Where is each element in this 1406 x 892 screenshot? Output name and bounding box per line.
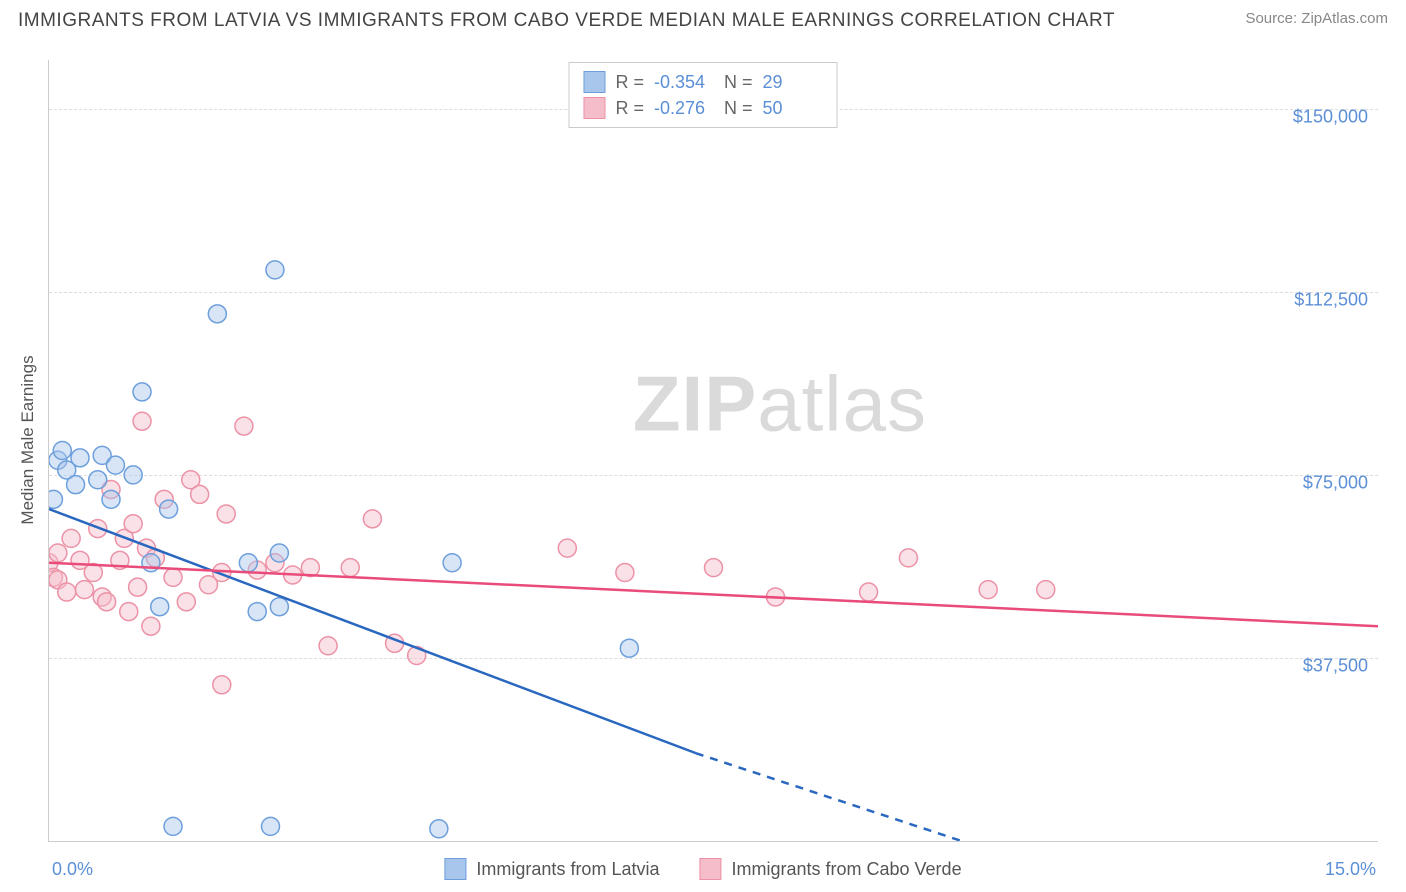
legend-label-cabo: Immigrants from Cabo Verde <box>731 859 961 880</box>
source-text: Source: ZipAtlas.com <box>1245 10 1388 27</box>
scatter-svg <box>49 60 1378 841</box>
legend-item-cabo: Immigrants from Cabo Verde <box>699 858 961 880</box>
chart-title: IMMIGRANTS FROM LATVIA VS IMMIGRANTS FRO… <box>18 10 1115 32</box>
stats-row-latvia: R = -0.354 N = 29 <box>583 69 822 95</box>
swatch-latvia <box>583 71 605 93</box>
r-value-latvia: -0.354 <box>654 72 714 93</box>
n-value-latvia: 29 <box>763 72 823 93</box>
stats-legend: R = -0.354 N = 29 R = -0.276 N = 50 <box>568 62 837 128</box>
r-label: R = <box>615 72 644 93</box>
n-label: N = <box>724 98 753 119</box>
swatch-latvia-bottom <box>444 858 466 880</box>
r-label: R = <box>615 98 644 119</box>
chart-plot-area: ZIPatlas $37,500$75,000$112,500$150,000 <box>48 60 1378 842</box>
n-value-cabo: 50 <box>763 98 823 119</box>
swatch-cabo <box>583 97 605 119</box>
n-label: N = <box>724 72 753 93</box>
series-legend: Immigrants from Latvia Immigrants from C… <box>444 858 961 880</box>
r-value-cabo: -0.276 <box>654 98 714 119</box>
legend-item-latvia: Immigrants from Latvia <box>444 858 659 880</box>
y-axis-label: Median Male Earnings <box>18 355 38 524</box>
swatch-cabo-bottom <box>699 858 721 880</box>
legend-label-latvia: Immigrants from Latvia <box>476 859 659 880</box>
x-tick-min: 0.0% <box>52 859 93 880</box>
stats-row-cabo: R = -0.276 N = 50 <box>583 95 822 121</box>
x-tick-max: 15.0% <box>1325 859 1376 880</box>
